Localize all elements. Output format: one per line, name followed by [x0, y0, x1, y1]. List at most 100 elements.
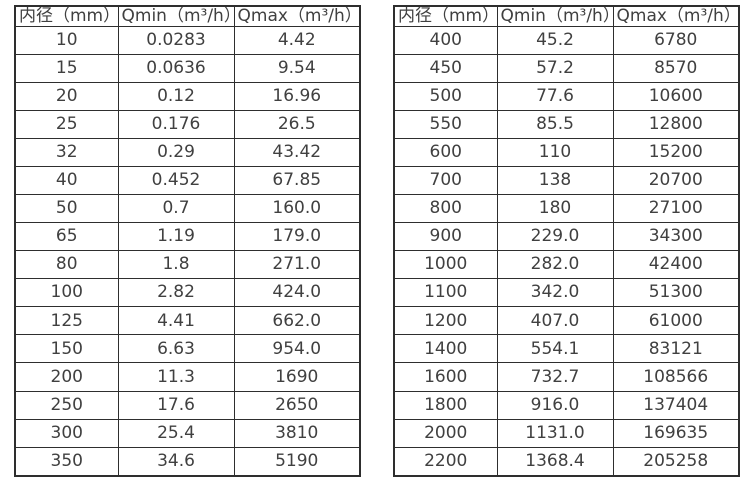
table-row: 450 57.2 8570: [393, 53, 740, 83]
diameter-cell: 1400: [393, 334, 498, 364]
diameter-cell: 500: [393, 81, 498, 111]
qmin-cell: 0.0636: [117, 53, 235, 83]
qmax-cell: 3810: [233, 418, 361, 448]
table-row: 125 4.41 662.0: [14, 306, 361, 336]
table-row: 100 2.82 424.0: [14, 278, 361, 308]
qmin-cell: 0.29: [117, 137, 235, 168]
diameter-cell: 600: [393, 137, 498, 168]
table-row: 10 0.0283 4.42: [14, 25, 361, 55]
table-row: 600 110 15200: [393, 137, 740, 168]
table-row: 1000 282.0 42400: [393, 250, 740, 280]
qmin-cell: 57.2: [496, 53, 614, 83]
table-row: 1400 554.1 83121: [393, 334, 740, 364]
qmin-cell: 4.41: [117, 306, 235, 336]
qmax-cell: 137404: [612, 390, 740, 420]
table-row: 150 6.63 954.0: [14, 334, 361, 364]
diameter-cell: 300: [14, 418, 119, 448]
qmin-cell: 0.7: [117, 194, 235, 224]
table-row: 250 17.6 2650: [14, 390, 361, 420]
qmin-cell: 110: [496, 137, 614, 168]
qmax-cell: 5190: [233, 446, 361, 477]
qmin-cell: 407.0: [496, 306, 614, 336]
table-row: 32 0.29 43.42: [14, 137, 361, 168]
table-row: 20 0.12 16.96: [14, 81, 361, 111]
diameter-cell: 10: [14, 25, 119, 55]
table-row: 80 1.8 271.0: [14, 250, 361, 280]
qmax-cell: 51300: [612, 278, 740, 308]
qmax-cell: 9.54: [233, 53, 361, 83]
qmin-cell: 25.4: [117, 418, 235, 448]
header-row: 内径（mm） Qmin（m³/h） Qmax（m³/h）: [393, 5, 740, 27]
qmax-cell: 34300: [612, 222, 740, 252]
table-row: 1600 732.7 108566: [393, 362, 740, 392]
qmax-cell: 16.96: [233, 81, 361, 111]
diameter-cell: 550: [393, 109, 498, 139]
qmin-cell: 2.82: [117, 278, 235, 308]
column-header-diameter-cell: 内径（mm）: [393, 5, 498, 27]
qmax-cell: 662.0: [233, 306, 361, 336]
table-row: 350 34.6 5190: [14, 446, 361, 477]
qmax-cell: 12800: [612, 109, 740, 139]
qmax-cell: 83121: [612, 334, 740, 364]
qmax-cell: 2650: [233, 390, 361, 420]
diameter-cell: 50: [14, 194, 119, 224]
qmax-cell: 108566: [612, 362, 740, 392]
diameter-cell: 80: [14, 250, 119, 280]
diameter-cell: 25: [14, 109, 119, 139]
column-header-qmax-cell: Qmax（m³/h）: [612, 5, 740, 27]
table-row: 15 0.0636 9.54: [14, 53, 361, 83]
diameter-cell: 1100: [393, 278, 498, 308]
diameter-cell: 450: [393, 53, 498, 83]
qmax-cell: 1690: [233, 362, 361, 392]
table-row: 2200 1368.4 205258: [393, 446, 740, 477]
diameter-cell: 1000: [393, 250, 498, 280]
diameter-cell: 400: [393, 25, 498, 55]
table-row: 1200 407.0 61000: [393, 306, 740, 336]
diameter-cell: 20: [14, 81, 119, 111]
table-row: 700 138 20700: [393, 165, 740, 196]
table-row: 300 25.4 3810: [14, 418, 361, 448]
table-row: 550 85.5 12800: [393, 109, 740, 139]
diameter-cell: 700: [393, 165, 498, 196]
qmax-cell: 42400: [612, 250, 740, 280]
qmax-cell: 205258: [612, 446, 740, 477]
qmax-cell: 954.0: [233, 334, 361, 364]
qmin-cell: 45.2: [496, 25, 614, 55]
qmax-cell: 271.0: [233, 250, 361, 280]
qmin-cell: 1131.0: [496, 418, 614, 448]
qmax-cell: 6780: [612, 25, 740, 55]
qmax-cell: 27100: [612, 194, 740, 224]
diameter-cell: 1800: [393, 390, 498, 420]
qmin-cell: 282.0: [496, 250, 614, 280]
qmin-cell: 229.0: [496, 222, 614, 252]
qmin-cell: 0.0283: [117, 25, 235, 55]
qmin-cell: 0.12: [117, 81, 235, 111]
diameter-cell: 32: [14, 137, 119, 168]
spec-table-small-diameters: 内径（mm） Qmin（m³/h） Qmax（m³/h） 10 0.0283 4.42 1…: [14, 5, 361, 477]
diameter-cell: 800: [393, 194, 498, 224]
column-header-diameter-cell: 内径（mm）: [14, 5, 119, 27]
qmax-cell: 20700: [612, 165, 740, 196]
tables-container: 内径（mm） Qmin（m³/h） Qmax（m³/h） 10 0.0283 4.42 1…: [14, 5, 740, 477]
qmax-cell: 4.42: [233, 25, 361, 55]
qmin-cell: 0.452: [117, 165, 235, 196]
qmax-cell: 67.85: [233, 165, 361, 196]
qmin-cell: 180: [496, 194, 614, 224]
qmin-cell: 11.3: [117, 362, 235, 392]
qmin-cell: 554.1: [496, 334, 614, 364]
spec-table-large-diameters: 内径（mm） Qmin（m³/h） Qmax（m³/h） 400 45.2 6780 45…: [393, 5, 740, 477]
diameter-cell: 125: [14, 306, 119, 336]
qmin-cell: 6.63: [117, 334, 235, 364]
qmin-cell: 138: [496, 165, 614, 196]
diameter-cell: 200: [14, 362, 119, 392]
diameter-cell: 2000: [393, 418, 498, 448]
column-header-qmin-cell: Qmin（m³/h）: [117, 5, 235, 27]
diameter-cell: 900: [393, 222, 498, 252]
diameter-cell: 65: [14, 222, 119, 252]
qmax-cell: 61000: [612, 306, 740, 336]
column-header-qmax-cell: Qmax（m³/h）: [233, 5, 361, 27]
qmin-cell: 916.0: [496, 390, 614, 420]
header-row: 内径（mm） Qmin（m³/h） Qmax（m³/h）: [14, 5, 361, 27]
qmin-cell: 342.0: [496, 278, 614, 308]
qmax-cell: 8570: [612, 53, 740, 83]
